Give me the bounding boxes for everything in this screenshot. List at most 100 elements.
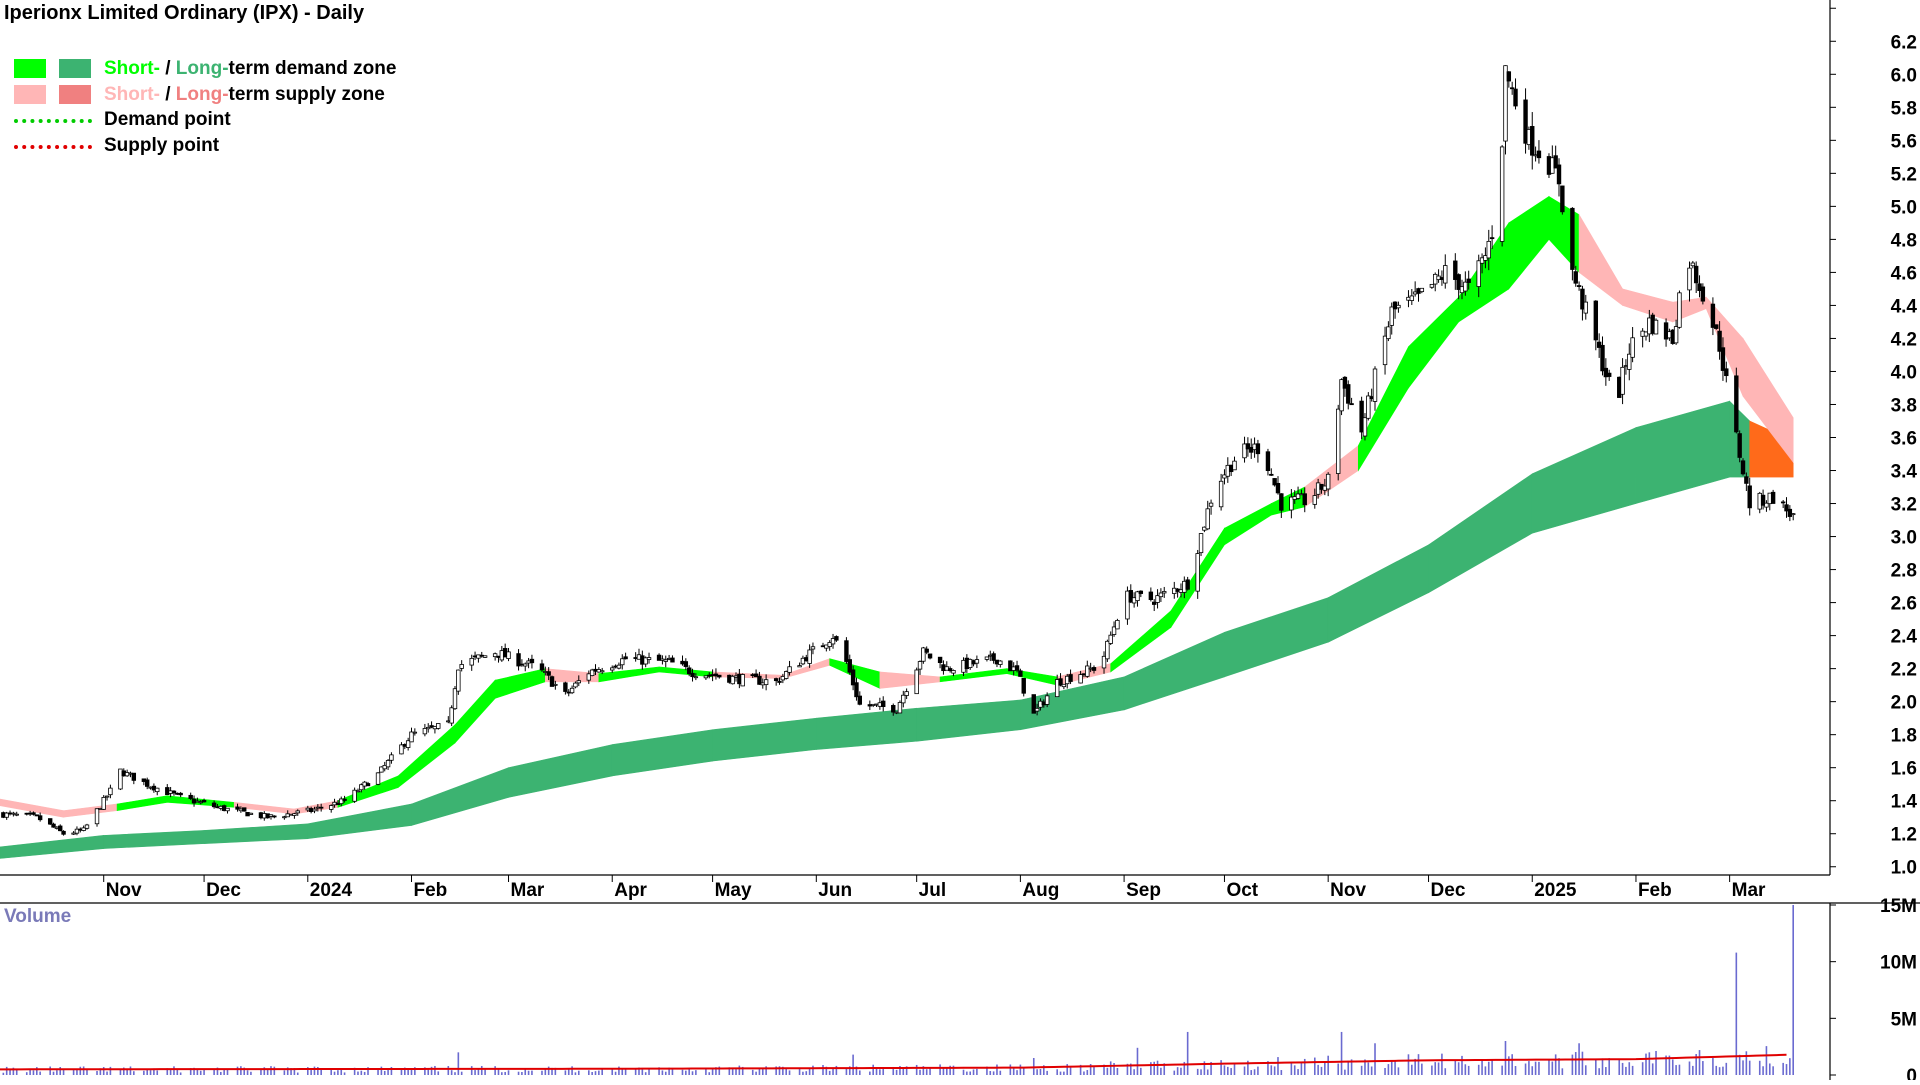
candle-body (375, 772, 381, 785)
legend-supply-point-line (14, 144, 92, 149)
candle-body (1346, 384, 1351, 404)
candle-body (1506, 71, 1512, 82)
candle-body (108, 787, 113, 796)
candle-body (412, 731, 418, 734)
candle-body (937, 656, 943, 664)
price-tick-label: 4.8 (1891, 230, 1917, 251)
price-tick-label: 4.4 (1891, 296, 1918, 317)
candle-body (904, 691, 909, 696)
time-tick-label: 2024 (310, 880, 353, 901)
candle-body (1389, 306, 1394, 326)
candle-body (810, 646, 816, 650)
candle-body (1152, 601, 1157, 605)
candle-body (449, 707, 454, 724)
candle-body (717, 674, 722, 678)
candle-body (399, 744, 404, 755)
candle-body (1764, 502, 1769, 508)
candle-body (352, 789, 357, 802)
candle-body (452, 688, 458, 710)
candle-body (1061, 683, 1067, 688)
price-tick-label: 2.2 (1891, 660, 1917, 681)
candle-body (1653, 319, 1659, 335)
candle-body (37, 815, 43, 821)
candle-body (1560, 185, 1565, 213)
candle-body (329, 805, 334, 810)
long-term-zone-segment (203, 823, 309, 844)
candle-body (81, 827, 86, 831)
time-tick-label: Feb (413, 880, 447, 901)
candle-body (282, 816, 287, 819)
time-tick-label: Jun (818, 880, 852, 901)
candle-body (1627, 353, 1632, 370)
candle-body (1580, 288, 1585, 310)
candle-body (690, 672, 695, 678)
candle-body (1218, 480, 1224, 508)
candle-body (1456, 274, 1461, 290)
price-tick-label: 2.6 (1891, 594, 1917, 615)
price-tick-label: 3.0 (1891, 528, 1917, 549)
candle-body (569, 687, 575, 694)
time-tick-label: Mar (1732, 880, 1766, 901)
candle-body (1573, 271, 1578, 284)
short-term-zone-segment (1408, 296, 1459, 389)
candle-body (318, 806, 324, 809)
price-tick-label: 5.2 (1891, 164, 1917, 185)
candle-body (1720, 347, 1726, 371)
price-tick-label: 2.8 (1891, 561, 1917, 582)
candle-body (1606, 372, 1612, 377)
legend-demand-zone-text: Short- / Long-term demand zone (104, 56, 396, 82)
price-tick-label: 5.6 (1891, 131, 1917, 152)
candle-body (1031, 694, 1036, 714)
candle-body (620, 658, 625, 666)
short-term-zone-segment (454, 679, 496, 744)
candle-body (1576, 285, 1582, 287)
candle-body (1700, 286, 1706, 302)
long-term-zone-segment (712, 717, 817, 762)
candle-body (1135, 591, 1140, 601)
candle-body (61, 830, 66, 835)
candle-body (242, 807, 247, 812)
candle-body (506, 651, 511, 659)
candle-body (1677, 292, 1682, 328)
candle-body (1386, 326, 1391, 340)
volume-tick-label: 5M (1891, 1009, 1917, 1030)
price-tick-label: 6.0 (1891, 65, 1917, 86)
candle-body (1463, 281, 1468, 292)
candle-body (1596, 341, 1602, 348)
candle-body (834, 636, 839, 641)
legend-long-demand-swatch (59, 59, 91, 78)
candle-body (198, 801, 203, 804)
price-tick-label: 4.6 (1891, 263, 1917, 284)
candle-body (1443, 265, 1448, 284)
legend-demand-suffix: term demand zone (228, 58, 397, 79)
short-term-zone-segment (1224, 503, 1272, 546)
candle-body (539, 663, 545, 671)
candle-body (807, 649, 812, 664)
candle-body (1710, 303, 1716, 328)
candle-body (1553, 155, 1558, 169)
candle-body (1208, 502, 1214, 507)
candle-body (523, 663, 528, 667)
volume-tick-label: 15M (1880, 896, 1917, 917)
candle-body (549, 676, 555, 687)
candle-body (516, 653, 521, 667)
candle-body (188, 794, 193, 799)
candle-body (563, 682, 568, 692)
candle-body (1429, 283, 1435, 288)
candle-body (1008, 660, 1013, 672)
candle-body (1724, 368, 1729, 377)
candle-body (1125, 590, 1130, 620)
candle-body (850, 669, 856, 686)
long-term-zone-segment (1635, 400, 1730, 504)
price-tick-label: 2.0 (1891, 693, 1917, 714)
short-term-zone-segment (116, 795, 168, 811)
candle-body (998, 660, 1003, 665)
candle-body (1530, 126, 1535, 156)
candle-body (171, 790, 177, 794)
long-term-zone-segment (1428, 473, 1533, 594)
candle-body (1784, 504, 1789, 512)
long-term-zone-segment (1224, 597, 1329, 678)
candle-body (1770, 491, 1776, 504)
